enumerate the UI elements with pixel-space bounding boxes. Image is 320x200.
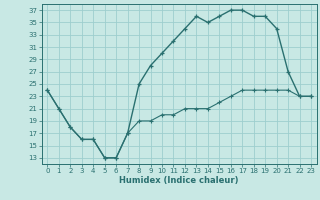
X-axis label: Humidex (Indice chaleur): Humidex (Indice chaleur) [119, 176, 239, 185]
